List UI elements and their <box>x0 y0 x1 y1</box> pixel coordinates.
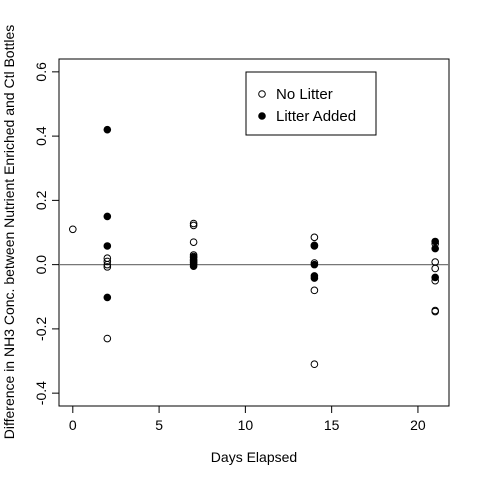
x-tick-label: 10 <box>238 417 254 433</box>
point-no-litter <box>103 257 112 266</box>
point-litter-added <box>431 244 439 253</box>
x-tick-label: 15 <box>324 417 340 433</box>
y-tick-label: 0.0 <box>33 255 49 275</box>
point-litter-added <box>189 262 198 271</box>
point-litter-added <box>310 260 319 269</box>
plot-frame <box>58 58 450 407</box>
point-no-litter <box>103 334 112 343</box>
x-tick-label: 5 <box>155 417 163 433</box>
y-tick-label: 0.2 <box>33 190 49 210</box>
x-axis-title: Days Elapsed <box>211 449 297 465</box>
point-no-litter <box>431 264 439 273</box>
y-tick-label: -0.4 <box>33 381 49 405</box>
point-litter-added <box>103 293 112 302</box>
point-litter-added <box>431 237 439 246</box>
y-tick-label: -0.2 <box>33 317 49 341</box>
legend-marker-no-litter <box>258 90 266 98</box>
point-no-litter <box>310 233 319 242</box>
y-axis-title: Difference in NH3 Conc. between Nutrient… <box>1 25 17 440</box>
point-litter-added <box>103 212 112 221</box>
y-tick-label: 0.6 <box>33 62 49 82</box>
data-points-layer <box>69 125 439 369</box>
point-litter-added <box>310 274 319 282</box>
point-litter-added <box>431 273 439 282</box>
point-no-litter <box>103 263 112 271</box>
point-litter-added <box>310 242 319 250</box>
point-litter-added <box>103 242 112 250</box>
legend-marker-litter-added <box>258 112 266 120</box>
x-tick-label: 20 <box>410 417 426 433</box>
point-no-litter <box>189 238 198 246</box>
point-no-litter <box>103 260 112 269</box>
point-litter-added <box>103 125 112 134</box>
point-no-litter <box>189 219 198 228</box>
axes-layer: 0 5 10 15 20 -0.4 -0.2 0.0 0.2 0.4 0.6 <box>33 62 426 433</box>
point-no-litter <box>310 360 319 369</box>
legend-label-litter-added: Litter Added <box>276 108 356 125</box>
point-no-litter <box>431 307 439 316</box>
legend-label-no-litter: No Litter <box>276 86 333 103</box>
y-tick-label: 0.4 <box>33 126 49 146</box>
point-no-litter <box>69 225 77 234</box>
legend: No Litter Litter Added <box>245 71 377 136</box>
point-no-litter <box>310 286 319 295</box>
x-tick-label: 0 <box>69 417 77 433</box>
legend-box <box>245 71 377 136</box>
point-no-litter <box>189 221 198 230</box>
